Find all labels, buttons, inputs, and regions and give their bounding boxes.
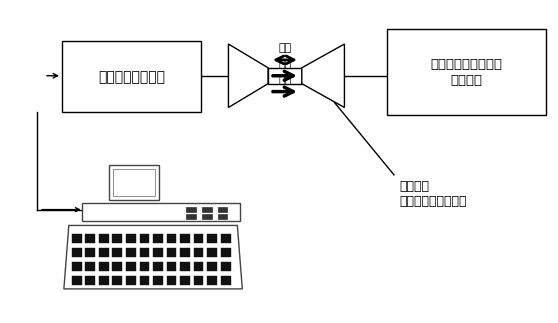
Bar	[140, 262, 150, 271]
Bar	[221, 262, 230, 271]
Bar	[72, 276, 81, 285]
Text: 耦合元件: 耦合元件	[399, 180, 429, 193]
Bar	[85, 262, 95, 271]
Bar	[167, 248, 176, 257]
Bar	[85, 234, 95, 243]
Bar	[180, 276, 190, 285]
Bar	[194, 234, 204, 243]
Bar	[180, 234, 190, 243]
Bar	[72, 262, 81, 271]
Bar	[140, 276, 150, 285]
Bar	[99, 262, 109, 271]
Bar	[387, 29, 546, 115]
Bar	[221, 276, 230, 285]
Bar	[153, 248, 163, 257]
Bar	[218, 207, 228, 212]
Bar	[207, 234, 217, 243]
Bar	[167, 262, 176, 271]
Bar	[201, 214, 211, 218]
Bar	[109, 165, 159, 200]
Bar	[113, 234, 122, 243]
Bar	[218, 214, 228, 218]
Bar	[99, 248, 109, 257]
Polygon shape	[64, 225, 242, 289]
Text: （线圈、微波天线）: （线圈、微波天线）	[399, 195, 466, 208]
Bar	[186, 214, 196, 218]
Bar	[72, 248, 81, 257]
Bar	[153, 234, 163, 243]
Bar	[126, 234, 136, 243]
Bar	[85, 276, 95, 285]
Bar	[113, 169, 155, 196]
Text: 时序: 时序	[278, 59, 292, 69]
Bar	[194, 276, 204, 285]
Bar	[140, 248, 150, 257]
Text: 数据载体: 数据载体	[450, 74, 482, 87]
Bar	[72, 234, 81, 243]
Bar	[113, 248, 122, 257]
Bar	[62, 41, 201, 112]
Bar	[126, 248, 136, 257]
Text: 射频识别读出装置: 射频识别读出装置	[98, 70, 165, 84]
Bar	[207, 276, 217, 285]
Bar	[194, 262, 204, 271]
Text: 数据: 数据	[278, 43, 292, 53]
Bar	[81, 203, 240, 222]
Bar	[180, 262, 190, 271]
Bar	[186, 207, 196, 212]
Text: 电子标签（非接触的: 电子标签（非接触的	[430, 58, 502, 71]
Bar	[194, 248, 204, 257]
Bar	[99, 234, 109, 243]
Bar	[221, 248, 230, 257]
Bar	[85, 248, 95, 257]
Bar	[207, 248, 217, 257]
Text: 能量: 能量	[278, 75, 292, 85]
Bar	[126, 262, 136, 271]
Bar	[99, 276, 109, 285]
Bar	[153, 276, 163, 285]
Bar	[153, 262, 163, 271]
Bar	[140, 234, 150, 243]
Bar	[113, 262, 122, 271]
Bar	[180, 248, 190, 257]
Polygon shape	[228, 44, 268, 108]
Bar	[126, 276, 136, 285]
Bar	[268, 68, 302, 84]
Bar	[167, 276, 176, 285]
Bar	[167, 234, 176, 243]
Bar	[113, 276, 122, 285]
Bar	[207, 262, 217, 271]
Polygon shape	[302, 44, 344, 108]
Bar	[221, 234, 230, 243]
Bar	[201, 207, 211, 212]
